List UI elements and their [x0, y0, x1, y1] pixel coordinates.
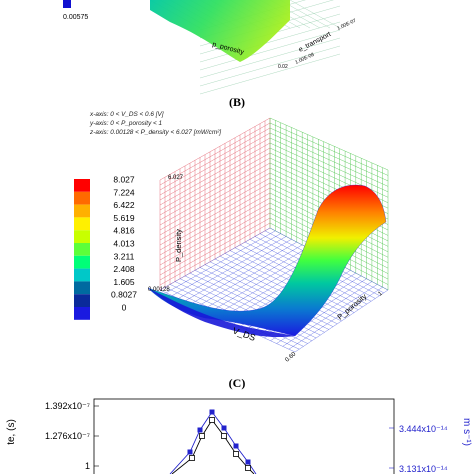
series-black-marker: [221, 433, 227, 439]
panel-c-right-tick-label-2: 3.131x10⁻¹⁴: [399, 464, 448, 474]
panel-c: (C) 1.392x10⁻⁷ 1.276x10⁻⁷ 1 te, (s) 3.44…: [6, 376, 472, 474]
colorbar-label: 4.013: [113, 239, 135, 249]
grid-line: [214, 258, 342, 322]
colorbar-swatch: [74, 268, 90, 282]
colorbar-label: 7.224: [113, 187, 135, 197]
series-blue-marker: [209, 409, 215, 415]
panel-b-xlabel: V_DS: [231, 325, 257, 342]
grid-line: [159, 157, 271, 221]
panel-b-info: x-axis: 0 < V_DS < 0.6 [V] y-axis: 0 < P…: [90, 110, 221, 137]
panel-c-right-axis-label: m s⁻¹): [461, 418, 472, 446]
colorbar-label: 0.8027: [111, 290, 137, 300]
series-black-marker: [245, 465, 251, 471]
grid-line: [269, 117, 389, 171]
colorbar-label: 1.605: [113, 277, 135, 287]
grid-line: [159, 162, 271, 226]
panel-c-left-tick-label-2: 1.276x10⁻⁷: [45, 431, 90, 441]
grid-line: [159, 132, 271, 196]
colorbar-swatch: [74, 204, 90, 218]
grid-line: [269, 137, 389, 193]
panel-b-tick-y-end: 1: [377, 290, 384, 297]
panel-a-legend-value: 0.00575: [63, 14, 88, 21]
colorbar-label: 4.816: [113, 226, 135, 236]
panel-b-tick-x-end: 0.60: [284, 351, 297, 364]
colorbar-label: 8.027: [113, 175, 135, 185]
panel-c-markers: [187, 409, 251, 471]
grid-line: [289, 0, 341, 29]
grid-line: [159, 117, 271, 181]
series-blue-marker: [233, 443, 239, 449]
colorbar-swatch: [74, 255, 90, 269]
grid-line: [199, 37, 341, 79]
colorbar: 8.027 7.224 6.422 5.619 4.816 4.013 3.211 2.408…: [74, 175, 137, 320]
series-blue-marker: [221, 425, 227, 431]
panel-c-left-tick-label-3: 1: [85, 461, 90, 471]
colorbar-label: 0: [122, 303, 127, 313]
series-blue-marker: [197, 427, 203, 433]
colorbar-swatch: [74, 307, 90, 320]
panel-a-ylabel: e_transport: [298, 31, 333, 54]
panel-c-left-tick-label-1: 1.392x10⁻⁷: [45, 401, 90, 411]
panel-b-info-x: x-axis: 0 < V_DS < 0.6 [V]: [90, 111, 164, 118]
grid-line: [159, 167, 271, 231]
grid-line: [199, 21, 341, 63]
grid-line: [269, 132, 389, 187]
grid-line: [282, 284, 378, 347]
colorbar-label: 6.422: [113, 200, 135, 210]
series-black-marker: [233, 451, 239, 457]
grid-line: [159, 122, 271, 186]
panel-c-series-blue: [169, 411, 257, 474]
panel-a: 0.00575 p_porosity e_transport 0.02 1.00…: [63, 0, 357, 95]
series-black-marker: [199, 433, 205, 439]
panel-b-z-tick-top: 6.027: [168, 175, 184, 181]
series-blue-marker: [187, 449, 193, 455]
colorbar-label: 2.408: [113, 264, 135, 274]
panel-a-surface: [150, 0, 290, 62]
panel-b-surface: [147, 184, 387, 337]
colorbar-swatch: [74, 217, 90, 231]
grid-line: [159, 127, 271, 191]
colorbar-swatch: [74, 191, 90, 205]
grid-line: [159, 137, 271, 201]
grid-line: [199, 29, 341, 71]
panel-b-info-z: z-axis: 0.00128 < P_density < 6.027 [mW/…: [90, 129, 222, 136]
panel-a-tick-x-end: 1.00E-08: [294, 52, 315, 66]
grid-line: [159, 142, 271, 206]
grid-line: [288, 287, 383, 350]
panel-b-zlabel: P_density: [174, 229, 183, 262]
panel-a-tick-near: 0.02: [278, 64, 288, 70]
colorbar-label: 5.619: [113, 213, 135, 223]
colorbar-swatch: [74, 179, 90, 192]
panel-c-series-black: [171, 419, 255, 474]
grid-line: [159, 152, 271, 216]
grid-line: [219, 256, 346, 319]
colorbar-swatch: [74, 294, 90, 307]
colorbar-swatch: [74, 281, 90, 295]
panel-c-right-tick-label-1: 3.444x10⁻¹⁴: [399, 424, 448, 434]
panel-c-label: (C): [229, 376, 246, 390]
panel-b-label: (B): [229, 95, 245, 109]
grid-line: [269, 122, 389, 176]
panel-b: (B) 8.027 7.224 6.422 5.619 4.816 4.013 3.211 2…: [74, 95, 389, 364]
colorbar-label: 3.211: [114, 251, 135, 261]
colorbar-swatch: [74, 243, 90, 256]
panel-b-ylabel: P_porosity: [336, 292, 369, 322]
panel-a-tick-y-end: 1.00E-07: [336, 18, 357, 32]
panel-c-plot-frame: [93, 398, 395, 474]
panel-b-info-y: y-axis: 0 < P_porosity < 1: [90, 120, 163, 127]
panel-a-legend-swatch: [63, 0, 71, 8]
grid-line: [199, 53, 341, 95]
panel-b-z-tick-bottom: 0.00128: [148, 287, 170, 293]
grid-line: [269, 127, 389, 182]
series-blue-marker: [245, 459, 251, 465]
grid-line: [199, 45, 341, 87]
grid-line: [159, 147, 271, 211]
series-black-marker: [209, 417, 215, 423]
colorbar-swatch: [74, 230, 90, 243]
grid-line: [159, 172, 271, 236]
grid-line: [294, 289, 389, 353]
panel-c-left-axis-label: te, (s): [6, 419, 17, 445]
series-black-marker: [189, 455, 195, 461]
